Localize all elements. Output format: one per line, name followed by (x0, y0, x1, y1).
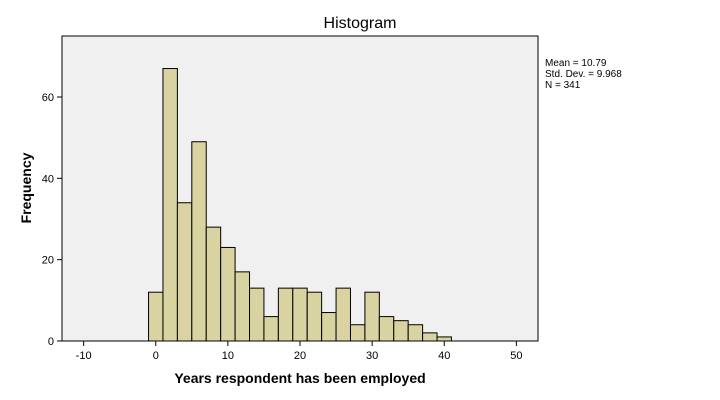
stats-box: Mean = 10.79 Std. Dev. = 9.968 N = 341 (545, 58, 622, 91)
histogram-bar (277, 287, 294, 342)
x-tick-label: 20 (294, 350, 306, 362)
histogram-bar (263, 316, 279, 342)
histogram-bar (436, 336, 452, 342)
histogram-bar (335, 287, 351, 342)
bars-group (148, 68, 452, 342)
stats-std-dev: Std. Dev. = 9.968 (545, 69, 622, 80)
y-axis: 0 20 40 60 (42, 92, 62, 348)
x-tick-label: 0 (153, 350, 159, 362)
histogram-bar (205, 226, 222, 342)
histogram-bar (176, 202, 193, 342)
chart-title: Histogram (324, 15, 397, 32)
x-tick-label: 50 (510, 350, 522, 362)
y-tick-label: 40 (42, 173, 54, 185)
y-tick-label: 0 (48, 336, 54, 348)
histogram-bar (321, 312, 337, 342)
histogram-bar (378, 316, 395, 342)
histogram-bar (220, 246, 236, 342)
histogram-bar (191, 141, 207, 342)
histogram-bar (234, 271, 251, 342)
histogram-bar (407, 324, 424, 342)
stats-mean: Mean = 10.79 (545, 58, 607, 69)
histogram-bar (306, 291, 323, 342)
histogram-bar (249, 287, 265, 342)
x-axis-label: Years respondent has been employed (174, 370, 425, 386)
stats-n: N = 341 (545, 80, 581, 91)
histogram-bar (292, 287, 308, 342)
y-tick-label: 60 (42, 92, 54, 104)
x-tick-label: 40 (438, 350, 450, 362)
histogram-bar (148, 291, 164, 342)
y-tick-label: 20 (42, 255, 54, 267)
y-axis-label: Frequency (18, 152, 34, 223)
histogram-bar (422, 332, 438, 342)
x-tick-label: 30 (366, 350, 378, 362)
histogram-bar (349, 324, 366, 342)
x-axis: -10 0 10 20 30 40 50 (76, 341, 522, 362)
x-tick-label: -10 (76, 350, 92, 362)
histogram-bar (364, 291, 380, 342)
histogram-bar (162, 68, 178, 342)
histogram-bar (393, 320, 409, 342)
x-tick-label: 10 (222, 350, 234, 362)
